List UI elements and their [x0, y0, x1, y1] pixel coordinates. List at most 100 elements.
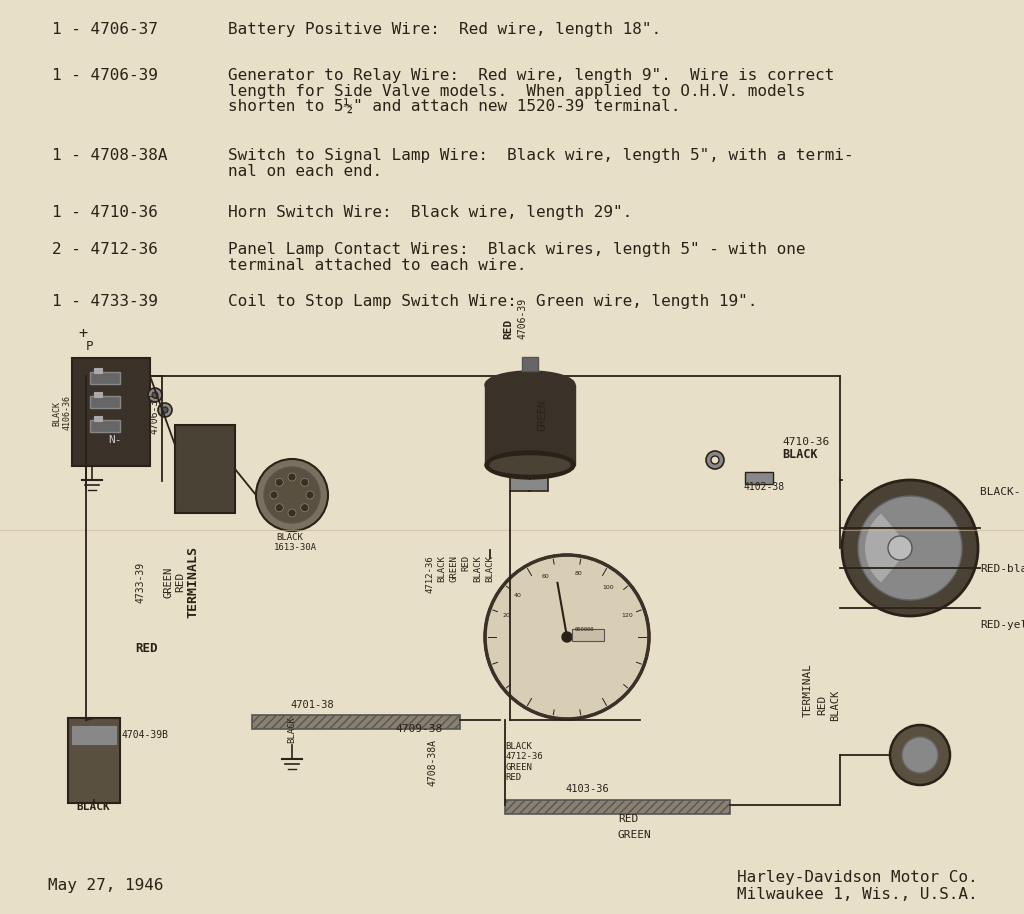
Ellipse shape	[490, 456, 570, 474]
Text: GREEN: GREEN	[618, 830, 651, 840]
Text: 4712-36: 4712-36	[426, 555, 434, 592]
Text: RED: RED	[462, 555, 470, 571]
Text: 2 - 4712-36: 2 - 4712-36	[52, 242, 158, 257]
Circle shape	[890, 725, 950, 785]
Text: GREEN: GREEN	[450, 555, 459, 582]
Circle shape	[148, 388, 162, 402]
Circle shape	[301, 504, 308, 512]
Text: 1613-30A: 1613-30A	[274, 543, 317, 552]
Text: TERMINALS: TERMINALS	[186, 546, 200, 618]
Circle shape	[152, 392, 158, 398]
Text: BLACK
4106-36: BLACK 4106-36	[52, 396, 72, 430]
Text: BLACK
4712-36
GREEN
RED: BLACK 4712-36 GREEN RED	[505, 742, 543, 782]
Text: +: +	[78, 326, 87, 341]
Circle shape	[256, 459, 328, 531]
Circle shape	[275, 478, 284, 486]
Text: TERMINAL: TERMINAL	[803, 663, 813, 717]
Text: 1 - 4706-39: 1 - 4706-39	[52, 68, 158, 83]
Circle shape	[301, 478, 308, 486]
Text: RED-black: RED-black	[980, 564, 1024, 574]
Text: 100: 100	[602, 586, 614, 590]
Text: May 27, 1946: May 27, 1946	[48, 878, 164, 893]
Ellipse shape	[485, 371, 575, 399]
Text: 4103-36: 4103-36	[565, 784, 608, 794]
Text: Panel Lamp Contact Wires:  Black wires, length 5" - with one: Panel Lamp Contact Wires: Black wires, l…	[228, 242, 806, 257]
Bar	[572, 629, 604, 641]
Text: 40: 40	[514, 593, 522, 599]
Text: terminal attached to each wire.: terminal attached to each wire.	[228, 258, 526, 273]
Text: 1 - 4708-38A: 1 - 4708-38A	[52, 148, 168, 163]
Bar	[505, 800, 730, 814]
Text: 1 - 4733-39: 1 - 4733-39	[52, 294, 158, 309]
Text: 4710-36: 4710-36	[782, 437, 829, 447]
Text: BLACK: BLACK	[473, 555, 482, 582]
Bar	[72, 358, 150, 466]
Circle shape	[888, 536, 912, 560]
Text: RED: RED	[135, 642, 158, 655]
Circle shape	[858, 496, 962, 600]
Text: 4733-39: 4733-39	[135, 561, 145, 602]
Text: Harley-Davidson Motor Co.
Milwaukee 1, Wis., U.S.A.: Harley-Davidson Motor Co. Milwaukee 1, W…	[737, 870, 978, 902]
Text: Horn Switch Wire:  Black wire, length 29".: Horn Switch Wire: Black wire, length 29"…	[228, 205, 632, 220]
Bar	[485, 385, 575, 465]
Text: 1 - 4710-36: 1 - 4710-36	[52, 205, 158, 220]
Text: 4706-37: 4706-37	[150, 392, 159, 433]
Text: LAMP: LAMP	[514, 462, 532, 471]
Text: 4701-38: 4701-38	[290, 700, 334, 710]
Text: 4704-39B: 4704-39B	[122, 730, 169, 740]
Text: RED: RED	[618, 814, 638, 824]
Bar	[745, 472, 773, 484]
Circle shape	[162, 407, 168, 413]
Text: Battery Positive Wire:  Red wire, length 18".: Battery Positive Wire: Red wire, length …	[228, 22, 662, 37]
Text: BLACK: BLACK	[276, 533, 303, 542]
Text: BLACK: BLACK	[76, 802, 110, 812]
Bar	[90, 372, 120, 384]
Circle shape	[842, 480, 978, 616]
Bar	[522, 357, 538, 371]
Circle shape	[306, 491, 314, 499]
Text: 1 - 4706-37: 1 - 4706-37	[52, 22, 158, 37]
Wedge shape	[865, 514, 910, 582]
Text: BLACK: BLACK	[437, 555, 446, 582]
Text: BLACK: BLACK	[485, 555, 495, 582]
Circle shape	[288, 473, 296, 481]
Circle shape	[158, 403, 172, 417]
Bar	[175, 425, 234, 513]
Bar	[90, 396, 120, 408]
Bar	[68, 718, 120, 803]
Ellipse shape	[485, 451, 575, 479]
Text: RED-yellow: RED-yellow	[980, 620, 1024, 630]
Text: BLACK- red: BLACK- red	[980, 487, 1024, 497]
Text: RED: RED	[817, 695, 827, 715]
Circle shape	[275, 504, 284, 512]
Text: 4709-38: 4709-38	[395, 724, 442, 734]
Bar	[252, 715, 460, 729]
Text: P: P	[86, 340, 93, 353]
Text: shorten to 5½" and attach new 1520-39 terminal.: shorten to 5½" and attach new 1520-39 te…	[228, 100, 680, 115]
Text: Generator to Relay Wire:  Red wire, length 9".  Wire is correct: Generator to Relay Wire: Red wire, lengt…	[228, 68, 835, 83]
Text: 20: 20	[503, 612, 511, 618]
Text: 000000: 000000	[575, 627, 595, 632]
Text: BLACK: BLACK	[288, 717, 297, 743]
Text: 4708-38A: 4708-38A	[427, 739, 437, 785]
Circle shape	[288, 509, 296, 517]
Text: RED: RED	[175, 572, 185, 592]
Circle shape	[264, 467, 319, 523]
Text: 4706-39: 4706-39	[517, 298, 527, 339]
Text: 120: 120	[622, 612, 633, 618]
Bar	[72, 726, 116, 744]
Text: BLACK: BLACK	[782, 448, 817, 461]
Text: N-: N-	[108, 435, 122, 445]
Bar	[94, 368, 102, 373]
Text: 80: 80	[574, 571, 582, 577]
Bar	[90, 420, 120, 432]
Text: BLACK: BLACK	[830, 689, 840, 720]
Bar	[510, 465, 548, 491]
Text: GREEN: GREEN	[163, 567, 173, 598]
Bar	[94, 392, 102, 397]
Text: length for Side Valve models.  When applied to O.H.V. models: length for Side Valve models. When appli…	[228, 84, 806, 99]
Circle shape	[485, 555, 649, 719]
Text: 60: 60	[542, 574, 549, 579]
Text: 4102-38: 4102-38	[743, 482, 784, 492]
Text: Coil to Stop Lamp Switch Wire:  Green wire, length 19".: Coil to Stop Lamp Switch Wire: Green wir…	[228, 294, 758, 309]
